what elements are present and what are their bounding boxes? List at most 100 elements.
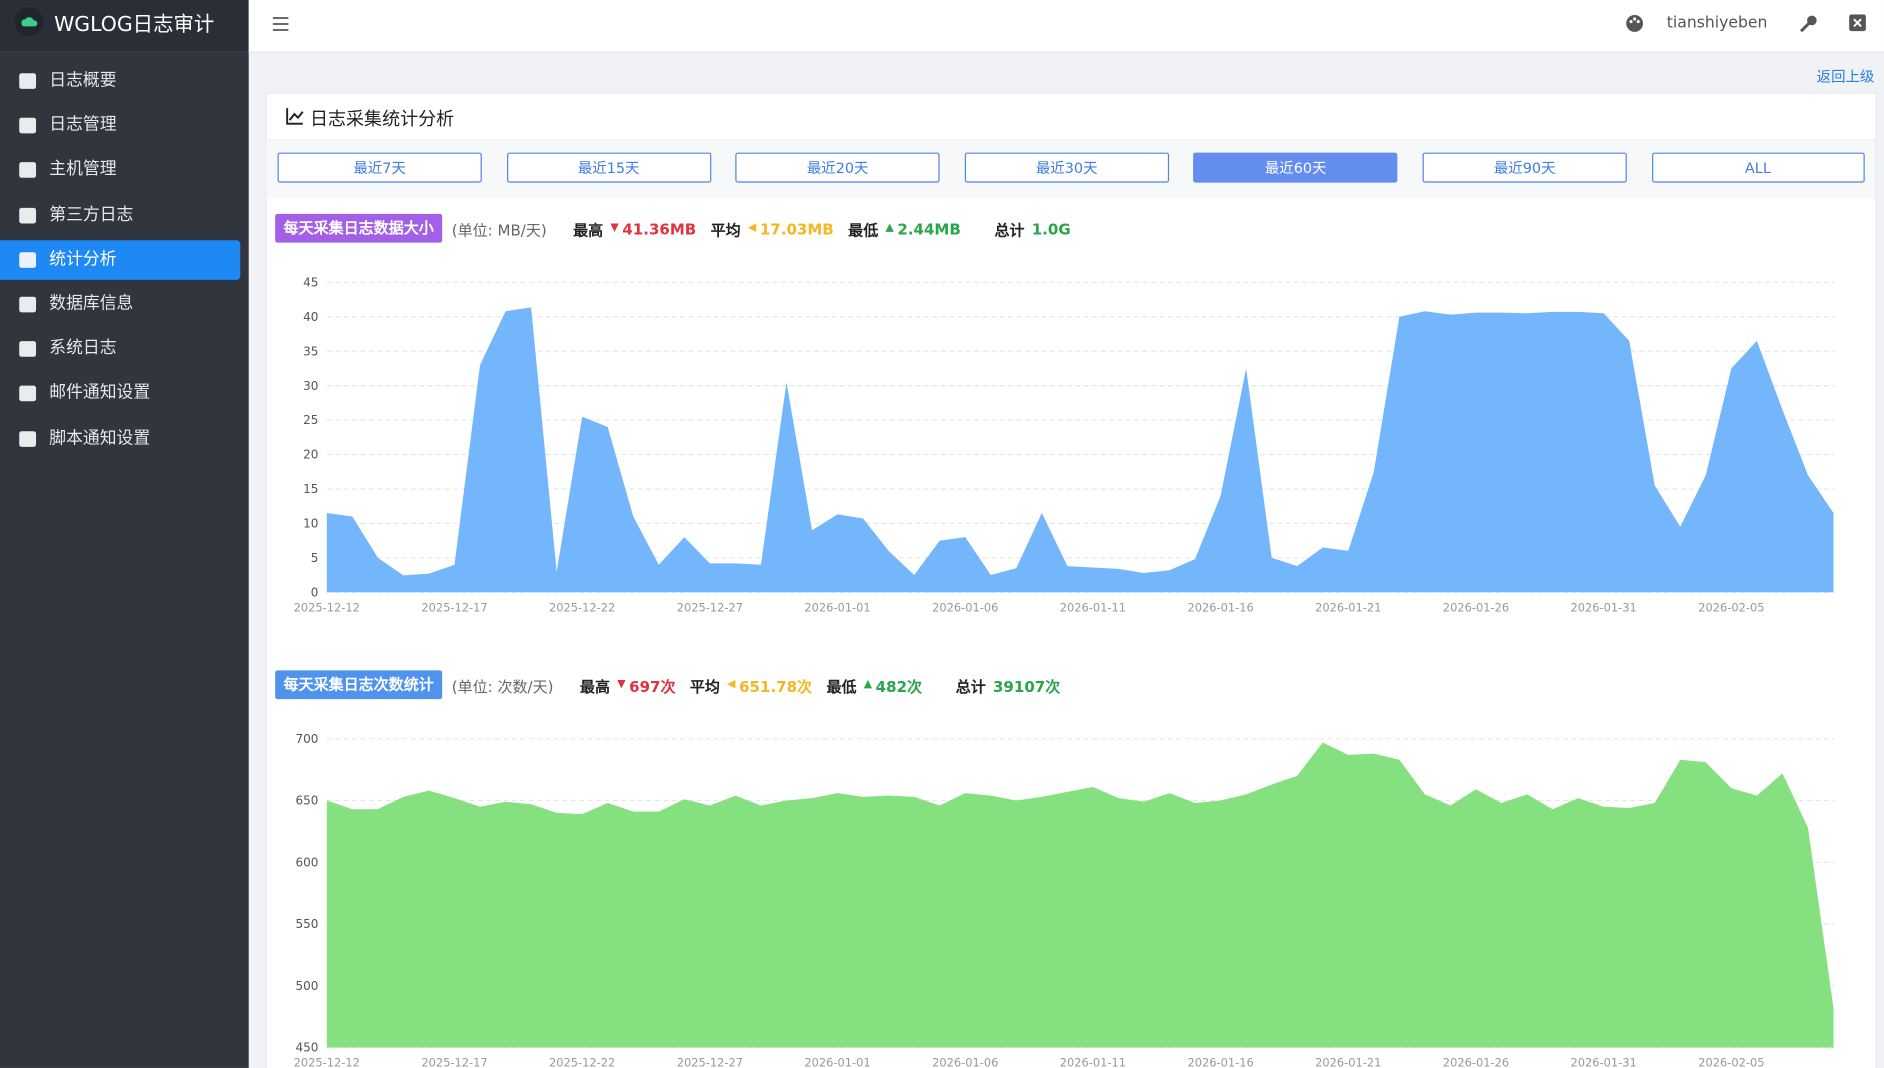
summary-item: 最高 ▼ 697次: [580, 673, 676, 696]
menu-item[interactable]: 统计分析: [0, 240, 241, 280]
range-button[interactable]: 最近30天: [964, 152, 1169, 183]
menu-icon: [19, 117, 37, 134]
menu-label: 系统日志: [49, 338, 117, 359]
range-button[interactable]: 最近60天: [1193, 152, 1398, 183]
y-tick-label: 35: [303, 344, 318, 358]
panel-icon: [286, 108, 304, 125]
menu-item[interactable]: 数据库信息: [0, 285, 240, 325]
summary-value: 17.03MB: [759, 219, 834, 238]
y-tick-label: 40: [303, 310, 318, 324]
menu-label: 主机管理: [49, 160, 117, 180]
chart-badge: 每天采集日志数据大小: [275, 213, 443, 243]
x-tick-label: 2026-01-01: [804, 1056, 870, 1068]
theme-icon[interactable]: [1626, 14, 1644, 32]
summary-item: 平均 ◀ 17.03MB: [711, 217, 834, 240]
menu-icon: [19, 73, 37, 89]
menu-toggle[interactable]: [272, 17, 290, 31]
chart-badge: 每天采集日志次数统计: [275, 670, 443, 700]
x-tick-label: 2025-12-17: [421, 1056, 487, 1068]
x-tick-label: 2025-12-22: [549, 600, 615, 614]
summary-item: 最低 ▲ 2.44MB: [848, 217, 961, 240]
x-tick-label: 2026-01-01: [804, 600, 870, 614]
range-button[interactable]: 最近15天: [506, 152, 711, 183]
summary-label: 最低: [826, 676, 857, 695]
range-button[interactable]: 最近90天: [1422, 152, 1627, 183]
summary-value: 697次: [629, 676, 676, 695]
summary-value: 1.0G: [1031, 219, 1071, 238]
y-tick-label: 0: [311, 585, 319, 599]
y-tick-label: 20: [303, 448, 318, 462]
x-tick-label: 2026-01-31: [1571, 1056, 1637, 1068]
summary-label: 最高: [579, 676, 610, 695]
y-tick-label: 700: [295, 732, 318, 746]
menu-item[interactable]: 系统日志: [0, 329, 240, 369]
back-link[interactable]: 返回上级: [1816, 68, 1875, 86]
summary-icon: ▲: [863, 678, 873, 691]
menu-icon: [19, 341, 37, 358]
x-tick-label: 2026-01-21: [1315, 600, 1381, 614]
top-bar: tianshiyeben: [248, 0, 1884, 53]
menu-label: 日志管理: [49, 115, 117, 135]
close-icon[interactable]: [1849, 14, 1866, 32]
menu-item[interactable]: 第三方日志: [0, 195, 240, 235]
summary-value: 482次: [875, 676, 923, 695]
key-icon[interactable]: [1799, 14, 1818, 33]
summary-item: 总计 1.0G: [994, 217, 1070, 240]
summary-item: 最低 ▲ 482次: [827, 673, 923, 696]
x-tick-label: 2026-01-06: [932, 1056, 998, 1068]
y-tick-label: 450: [295, 1041, 318, 1055]
username[interactable]: tianshiyeben: [1666, 14, 1768, 33]
x-tick-label: 2026-02-05: [1698, 600, 1764, 614]
summary-label: 平均: [689, 676, 720, 695]
panel-title: 日志采集统计分析: [309, 108, 455, 130]
chart-header: 每天采集日志数据大小 (单位: MB/天) 最高 ▼ 41.36MB 平均 ◀ 17.03MB…: [275, 213, 1071, 243]
x-tick-label: 2025-12-12: [294, 1056, 360, 1068]
y-tick-label: 550: [295, 917, 318, 931]
area: [326, 307, 1834, 593]
summary-label: 平均: [710, 220, 741, 239]
menu-label: 第三方日志: [49, 204, 134, 225]
y-tick-label: 45: [303, 276, 318, 290]
range-button[interactable]: 最近7天: [277, 152, 482, 183]
summary-icon: ◀: [747, 222, 757, 235]
x-tick-label: 2026-01-16: [1187, 600, 1253, 614]
y-tick-label: 5: [311, 551, 319, 565]
x-tick-label: 2025-12-27: [677, 600, 743, 614]
summary-label: 总计: [994, 220, 1025, 239]
x-tick-label: 2025-12-27: [677, 1056, 743, 1068]
summary-label: 最高: [573, 220, 604, 239]
y-tick-label: 600: [295, 855, 318, 869]
x-tick-label: 2026-01-11: [1060, 1056, 1126, 1068]
range-button[interactable]: ALL: [1651, 152, 1865, 183]
y-tick-label: 500: [295, 979, 318, 993]
x-tick-label: 2025-12-22: [549, 1056, 615, 1068]
summary-label: 总计: [955, 676, 986, 695]
y-tick-label: 650: [295, 794, 318, 808]
x-tick-label: 2025-12-12: [294, 600, 360, 614]
menu-icon: [19, 252, 37, 268]
menu-item[interactable]: 日志概要: [0, 61, 240, 101]
summary-item: 总计 39107次: [956, 673, 1061, 696]
chart-header: 每天采集日志次数统计 (单位: 次数/天) 最高 ▼ 697次 平均 ◀ 651.78次 最低 ▲…: [275, 670, 1061, 700]
area: [326, 742, 1834, 1048]
menu-item[interactable]: 邮件通知设置: [0, 374, 240, 414]
x-tick-label: 2026-01-31: [1571, 600, 1637, 614]
x-tick-label: 2026-01-16: [1187, 1056, 1253, 1068]
sidebar: WGLOG日志审计 日志概要 日志管理 主机管理 第三方日志 统计分析 数据库信息 系统日志…: [0, 0, 249, 1068]
summary-value: 39107次: [992, 676, 1061, 695]
y-tick-label: 15: [303, 482, 318, 496]
summary-value: 41.36MB: [622, 219, 697, 238]
menu-item[interactable]: 日志管理: [0, 106, 240, 146]
summary-value: 651.78次: [739, 676, 813, 695]
menu-item[interactable]: 脚本通知设置: [0, 419, 240, 459]
y-tick-label: 10: [303, 517, 318, 531]
menu-item[interactable]: 主机管理: [0, 151, 240, 191]
range-button[interactable]: 最近20天: [735, 152, 940, 183]
menu-icon: [19, 207, 37, 223]
unit-label: (单位: MB/天): [451, 220, 547, 239]
unit-label: (单位: 次数/天): [451, 676, 554, 695]
summary-item: 平均 ◀ 651.78次: [690, 673, 812, 696]
menu-label: 邮件通知设置: [49, 383, 151, 403]
